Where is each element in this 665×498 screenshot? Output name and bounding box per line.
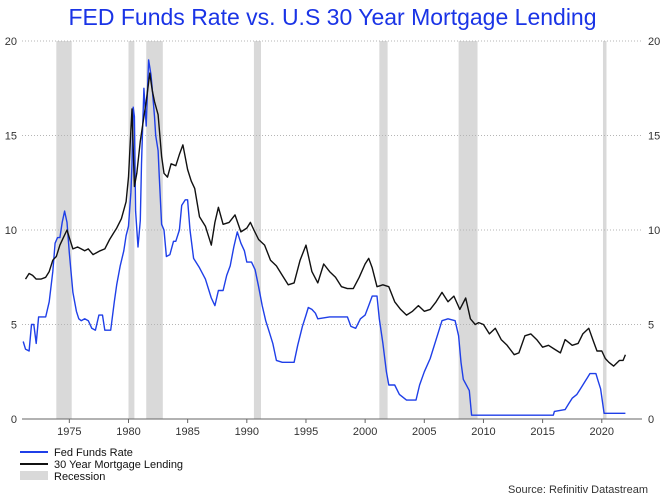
y-tick-left-0: 0: [11, 414, 17, 426]
source-note: Source: Refinitiv Datastream: [508, 484, 648, 496]
recession-band-1: [128, 41, 135, 419]
legend-swatch-2: [20, 471, 48, 480]
x-tick-2020: 2020: [590, 426, 614, 438]
x-tick-2015: 2015: [530, 426, 554, 438]
series-line-1: [24, 72, 627, 367]
x-tick-1990: 1990: [235, 426, 259, 438]
x-tick-2000: 2000: [353, 426, 377, 438]
x-tick-2010: 2010: [471, 426, 495, 438]
y-tick-left-10: 10: [5, 225, 17, 237]
x-tick-1995: 1995: [294, 426, 318, 438]
series-line-0: [22, 59, 626, 416]
y-tick-right-5: 5: [648, 320, 654, 332]
legend-label-2: Recession: [54, 471, 105, 483]
x-tick-1980: 1980: [116, 426, 140, 438]
legend-label-1: 30 Year Mortgage Lending: [54, 459, 183, 471]
recession-band-3: [253, 41, 262, 419]
y-tick-right-20: 20: [648, 36, 660, 48]
y-tick-right-0: 0: [648, 414, 654, 426]
recession-band-4: [379, 41, 388, 419]
y-tick-right-10: 10: [648, 225, 660, 237]
x-tick-2005: 2005: [412, 426, 436, 438]
x-tick-1985: 1985: [175, 426, 199, 438]
y-tick-left-5: 5: [11, 320, 17, 332]
legend-label-0: Fed Funds Rate: [54, 447, 133, 459]
chart-title: FED Funds Rate vs. U.S 30 Year Mortgage …: [68, 4, 597, 30]
x-tick-1975: 1975: [57, 426, 81, 438]
y-tick-left-20: 20: [5, 36, 17, 48]
y-tick-left-15: 15: [5, 131, 17, 143]
y-tick-right-15: 15: [648, 131, 660, 143]
